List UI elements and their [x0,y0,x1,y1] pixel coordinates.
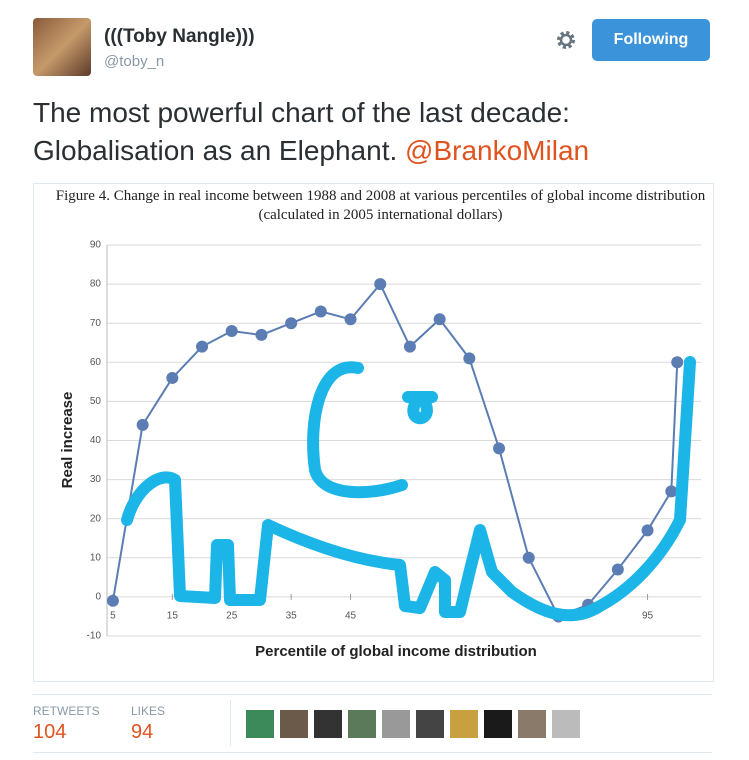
data-point [611,563,624,576]
data-point [285,317,298,330]
liker-avatar[interactable] [314,710,342,738]
liker-avatar[interactable] [348,710,376,738]
y-tick-label: 30 [90,474,102,485]
x-axis-label: Percentile of global income distribution [255,643,537,660]
y-tick-label: 10 [90,552,102,563]
liker-avatar[interactable] [552,710,580,738]
liker-avatar[interactable] [484,710,512,738]
data-point [665,485,678,498]
retweets-label[interactable]: RETWEETS [33,704,100,718]
chart-title: Figure 4. Change in real income between … [55,188,706,223]
likes-label[interactable]: LIKES [131,704,166,718]
data-point [374,278,387,291]
data-point [463,352,476,365]
mention[interactable]: @BrankoMilan [405,135,590,166]
data-point [166,371,179,384]
data-point [196,340,209,353]
data-point [671,356,684,369]
y-tick-label: 70 [90,318,102,329]
separator [230,700,231,746]
tweet-text: The most powerful chart of the last deca… [33,94,723,170]
liker-avatars [246,710,580,738]
y-tick-label: 0 [95,592,101,603]
chart: Real increase Percentile of global incom… [59,240,701,660]
text: The most powerful chart of the last deca… [33,97,570,166]
retweets-count[interactable]: 104 [33,721,67,743]
liker-avatar[interactable] [382,710,410,738]
data-point [403,340,416,353]
y-tick-label: 90 [90,240,102,251]
data-point [136,418,149,431]
x-tick-label: 15 [167,611,179,622]
follow-button[interactable]: Following [592,19,710,61]
x-tick-label: 5 [110,611,116,622]
elephant-doodle [402,391,438,425]
data-point [255,328,268,341]
liker-avatar[interactable] [246,710,274,738]
author-handle[interactable]: @toby_n [104,53,165,70]
data-point [106,594,119,607]
x-tick-label: 45 [345,611,357,622]
x-tick-label: 95 [642,611,654,622]
data-point [433,313,446,326]
liker-avatar[interactable] [518,710,546,738]
data-point [344,313,357,326]
y-tick-label: 50 [90,396,102,407]
x-tick-label: 35 [286,611,298,622]
elephant-doodle [121,356,696,622]
y-tick-label: 60 [90,357,102,368]
data-point [522,551,535,564]
elephant-doodle [307,361,408,499]
author-name[interactable]: (((Toby Nangle))) [104,26,255,47]
data-point [314,305,327,318]
liker-avatar[interactable] [450,710,478,738]
data-point [641,524,654,537]
avatar[interactable] [33,18,91,76]
y-axis-label: Real increase [59,392,76,489]
y-tick-label: 40 [90,435,102,446]
divider [33,752,712,753]
y-tick-label: 80 [90,279,102,290]
y-tick-label: -10 [87,631,102,642]
x-tick-label: 25 [226,611,238,622]
divider [33,694,712,695]
likes-count[interactable]: 94 [131,721,154,743]
data-point [225,325,238,338]
data-point [493,442,506,455]
liker-avatar[interactable] [416,710,444,738]
liker-avatar[interactable] [280,710,308,738]
settings-icon[interactable] [554,28,578,52]
y-tick-label: 20 [90,513,102,524]
chart-frame [33,183,714,682]
